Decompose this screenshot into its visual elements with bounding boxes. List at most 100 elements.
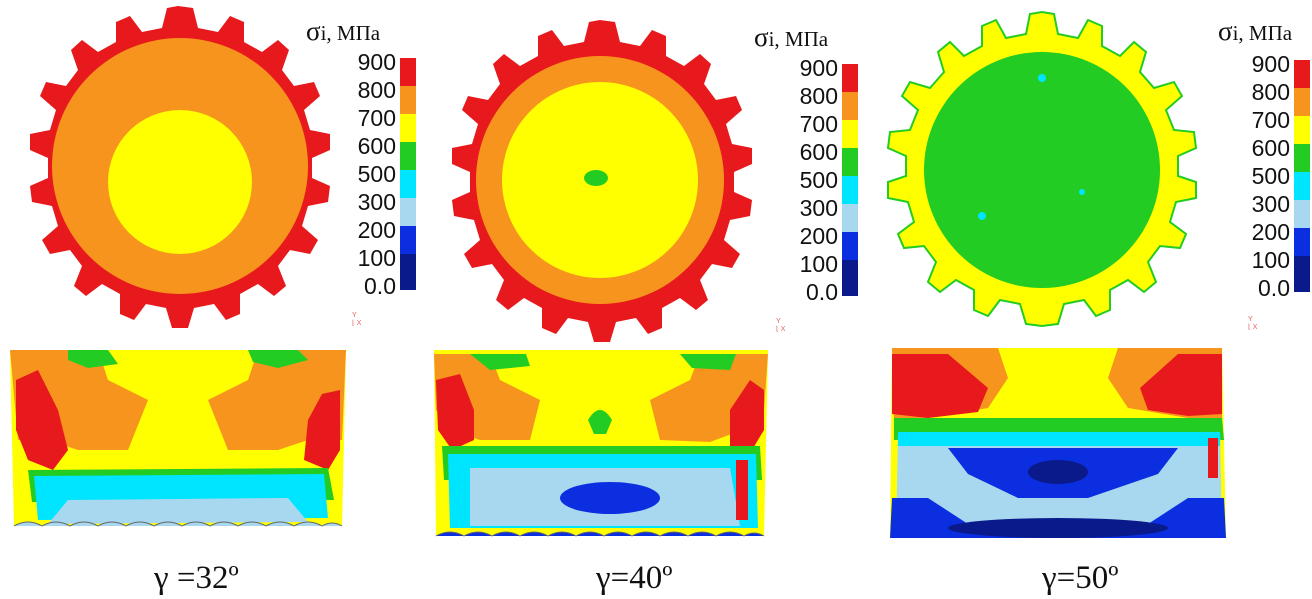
color-step-100 [1294, 256, 1310, 292]
panel-gamma-40: σi, МПа 900 800 700 600 500 300 200 100 … [428, 0, 865, 599]
legend-colorbar [842, 64, 858, 296]
tick-label: 0.0 [364, 273, 396, 299]
axis-x-label: X [780, 326, 786, 333]
sigma-symbol: σ [1218, 16, 1233, 46]
color-step-200 [842, 232, 858, 260]
side-red-left [436, 374, 474, 450]
color-step-600 [842, 148, 858, 176]
axis-triad: Y ⌊ X [776, 318, 785, 334]
tick-label: 100 [799, 251, 838, 277]
axis-y-label: Y [776, 318, 781, 325]
side-bottom-dark [948, 518, 1168, 538]
tick-label: 700 [357, 105, 396, 131]
tick-label: 100 [1251, 247, 1290, 273]
color-step-300 [400, 198, 416, 226]
color-step-300 [1294, 200, 1310, 228]
legend-tick-labels: 900 800 700 600 500 300 200 100 0.0 [786, 54, 838, 306]
green-core [924, 52, 1160, 288]
legend-colorbar [400, 58, 416, 290]
side-green-top-l [470, 354, 530, 370]
side-red-right [1140, 354, 1222, 416]
side-green-top-r [680, 354, 736, 370]
side-bottom-teeth [13, 521, 343, 527]
color-step-700 [400, 114, 416, 142]
color-step-900 [1294, 60, 1310, 88]
caption-gamma: γ =32º [154, 560, 239, 596]
axis-x-row: ⌊ X [776, 326, 786, 333]
gear-top-view [452, 20, 752, 342]
color-step-800 [842, 92, 858, 120]
color-step-700 [842, 120, 858, 148]
tick-label: 300 [357, 189, 396, 215]
tick-label: 0.0 [806, 279, 838, 305]
axis-y-label: Y [1248, 316, 1253, 323]
tick-label: 0.0 [1258, 275, 1290, 301]
color-step-200 [400, 226, 416, 254]
tick-label: 800 [1251, 79, 1290, 105]
axis-triad: Y ⌊ X [352, 312, 361, 328]
legend-title: σi, МПа [306, 16, 380, 47]
color-step-500 [842, 176, 858, 204]
legend-colorbar [1294, 60, 1310, 292]
color-step-500 [1294, 172, 1310, 200]
tick-label: 700 [1251, 107, 1290, 133]
side-green-top-r [248, 350, 308, 368]
color-step-800 [400, 86, 416, 114]
tick-label: 200 [357, 217, 396, 243]
gear-side-view [10, 350, 346, 527]
tick-label: 900 [357, 49, 396, 75]
panel-gamma-32: σi, МПа 900 800 700 600 500 300 200 100 … [0, 0, 437, 599]
side-green-top-l [68, 350, 118, 368]
side-red-right [730, 380, 764, 450]
color-step-600 [1294, 144, 1310, 172]
color-step-600 [400, 142, 416, 170]
tick-label: 700 [799, 111, 838, 137]
tick-label: 200 [799, 223, 838, 249]
sigma-symbol: σ [754, 22, 769, 52]
panel-gamma-50: σi, МПа 900 800 700 600 500 300 200 100 … [870, 0, 1310, 599]
cyan-spot [1038, 74, 1046, 82]
side-red-left [892, 354, 988, 418]
cyan-spot [978, 212, 986, 220]
color-step-500 [400, 170, 416, 198]
side-cyan-band [898, 432, 1220, 446]
gear-side-view [890, 348, 1226, 538]
side-red-strip [1208, 438, 1218, 478]
legend-unit: i, МПа [1232, 21, 1293, 45]
side-blue-core [560, 482, 660, 514]
color-step-800 [1294, 88, 1310, 116]
side-red-left [16, 370, 68, 470]
gear-top-view [30, 6, 330, 328]
color-step-700 [1294, 116, 1310, 144]
green-spot [584, 170, 608, 186]
yellow-core [108, 110, 252, 254]
axis-x-label: X [1252, 324, 1258, 331]
color-step-100 [842, 260, 858, 296]
legend-unit: i, МПа [320, 21, 381, 45]
tick-label: 900 [799, 55, 838, 81]
tick-label: 600 [799, 139, 838, 165]
axis-x-row: ⌊ X [1248, 324, 1258, 331]
tick-label: 300 [799, 195, 838, 221]
axis-x-row: ⌊ X [352, 320, 362, 327]
color-step-200 [1294, 228, 1310, 256]
axis-x-label: X [356, 320, 362, 327]
tick-label: 500 [1251, 163, 1290, 189]
side-darkblue-core [1028, 460, 1088, 484]
sigma-symbol: σ [306, 16, 321, 46]
tick-label: 500 [357, 161, 396, 187]
side-red-right [304, 390, 340, 470]
legend-tick-labels: 900 800 700 600 500 300 200 100 0.0 [1238, 50, 1290, 302]
color-step-900 [842, 64, 858, 92]
cyan-spot [1079, 189, 1085, 195]
axis-triad: Y ⌊ X [1248, 316, 1257, 332]
tick-label: 800 [357, 77, 396, 103]
legend-title: σi, МПа [1218, 16, 1292, 47]
side-lightblue [48, 498, 308, 524]
legend-tick-labels: 900 800 700 600 500 300 200 100 0.0 [344, 48, 396, 300]
gear-top-view [886, 10, 1198, 328]
legend-unit: i, МПа [768, 27, 829, 51]
axis-y-label: Y [352, 312, 357, 319]
gear-side-view [434, 350, 768, 537]
tick-label: 500 [799, 167, 838, 193]
